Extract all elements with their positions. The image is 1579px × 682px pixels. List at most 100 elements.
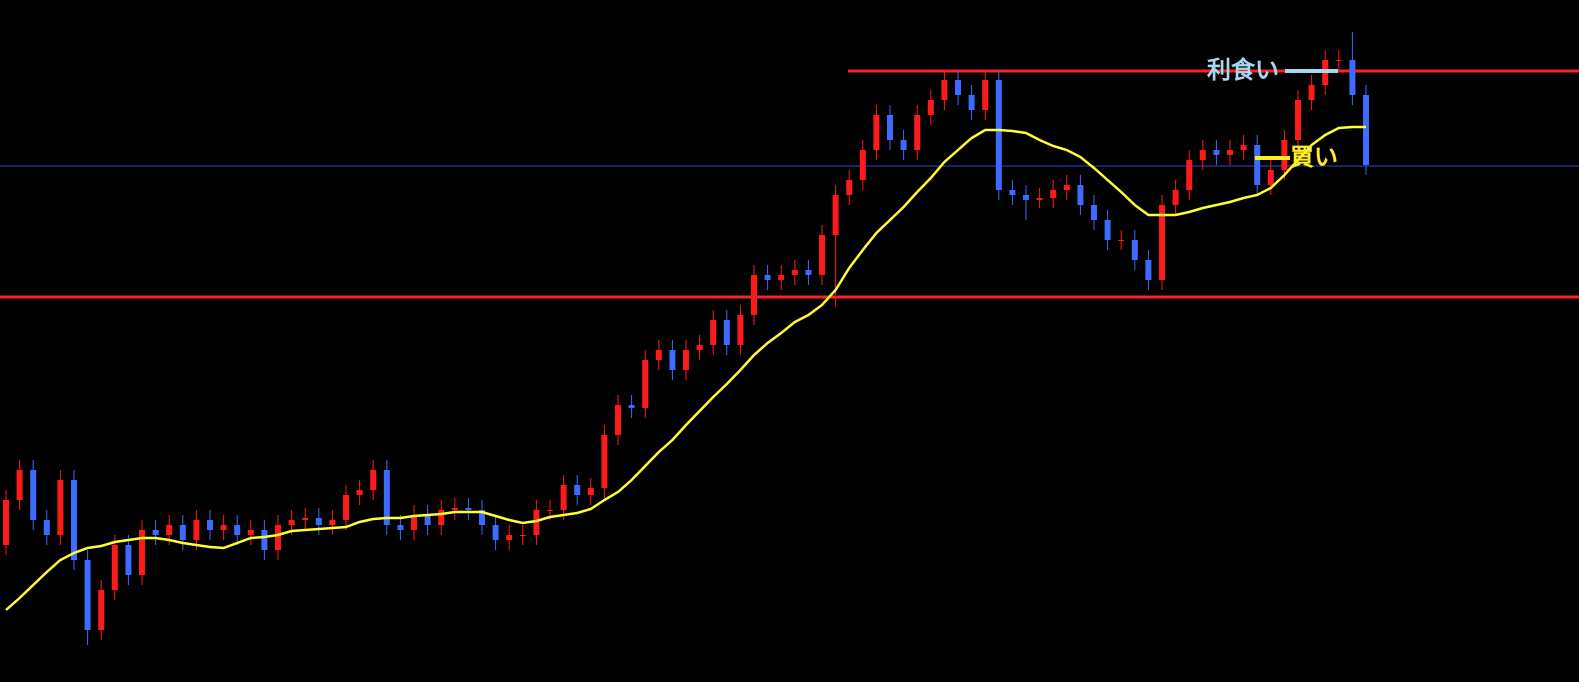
candle-body [302, 518, 309, 520]
candle-body [125, 545, 132, 575]
candle-body [615, 405, 621, 435]
candle-body [941, 80, 948, 100]
candle-body [411, 515, 417, 530]
candle-body [438, 510, 445, 525]
candle-body [1104, 220, 1111, 240]
candle-body [329, 520, 336, 525]
candle-body [533, 510, 540, 535]
candle-body [927, 100, 934, 115]
candle-body [900, 140, 907, 150]
candle-body [995, 80, 1002, 190]
candle-body [16, 470, 23, 500]
candle-body [683, 350, 689, 370]
candle-body [1131, 240, 1138, 260]
candle-body [764, 275, 771, 280]
candle-body [111, 545, 118, 590]
candle-body [356, 490, 363, 495]
candle-body [1213, 150, 1220, 155]
candle-body [1077, 185, 1084, 205]
candle-body [1281, 140, 1288, 170]
candle-body [1036, 198, 1043, 200]
candle-body [315, 518, 322, 525]
candle-body [1186, 160, 1193, 190]
candle-body [1023, 195, 1029, 200]
candle-body [628, 405, 635, 408]
candle-body [574, 485, 581, 495]
candle-body [247, 530, 254, 535]
candle-body [859, 150, 866, 180]
candle-body [982, 80, 989, 110]
candle-body [791, 270, 798, 275]
candle-body [560, 485, 567, 510]
candle-body [832, 195, 839, 235]
candle-body [655, 350, 662, 360]
candle-body [669, 350, 676, 370]
candle-body [587, 488, 594, 495]
candle-body [1159, 205, 1165, 280]
candle-body [955, 80, 961, 95]
candle-body [1295, 100, 1301, 140]
candle-body [1091, 205, 1097, 220]
candle-body [193, 520, 200, 540]
candle-body [397, 525, 404, 530]
candle-body [805, 270, 812, 275]
candle-body [601, 435, 608, 488]
candle-body [98, 590, 105, 630]
candle-body [275, 525, 281, 550]
candle-body [1227, 150, 1233, 155]
candle-body [261, 530, 268, 550]
candle-body [152, 530, 159, 535]
candle-body [887, 115, 893, 140]
candle-body [84, 560, 91, 630]
annotation: 買い [1290, 143, 1338, 171]
candle-body [71, 480, 77, 560]
candle-body [723, 320, 730, 345]
candle-body [1009, 190, 1016, 195]
candle-body [220, 525, 227, 530]
candle-body [179, 525, 186, 540]
candle-body [451, 508, 458, 510]
candle-body [479, 510, 485, 525]
candle-body [343, 495, 349, 520]
candle-body [1335, 60, 1342, 61]
candle-body [166, 525, 173, 535]
candle-body [1254, 145, 1261, 185]
candle-body [57, 480, 64, 535]
candle-body [1172, 190, 1179, 205]
candle-body [492, 525, 499, 540]
candle-body [465, 508, 472, 510]
candle-body [1267, 170, 1274, 185]
candle-body [751, 275, 757, 315]
candle-body [43, 520, 50, 535]
candle-body [207, 520, 213, 530]
candle-body [819, 235, 825, 275]
candle-body [642, 360, 649, 408]
candle-body [1118, 240, 1125, 241]
moving-average [5, 125, 1366, 611]
annotation: 利食い [1207, 56, 1279, 84]
candle-body [914, 115, 921, 150]
candle-body [424, 515, 431, 525]
candle-body [1308, 85, 1315, 100]
candle-body [1349, 60, 1356, 95]
candle-body [696, 345, 703, 350]
candle-body [288, 520, 295, 525]
candle-body [1063, 185, 1070, 190]
candle-body [846, 180, 853, 195]
candle-body [1240, 145, 1247, 150]
candle-body [1363, 95, 1369, 165]
candle-body [383, 470, 390, 525]
candle-body [370, 470, 377, 490]
candle-body [139, 530, 145, 575]
candle-body [873, 115, 880, 150]
candle-body [737, 315, 744, 345]
candle-body [547, 510, 553, 511]
candle-body [1050, 190, 1057, 198]
candle-body [234, 525, 241, 535]
candle-body [778, 275, 785, 280]
candle-body [1145, 260, 1152, 280]
candle-body [968, 95, 975, 110]
candle-body [710, 320, 717, 345]
